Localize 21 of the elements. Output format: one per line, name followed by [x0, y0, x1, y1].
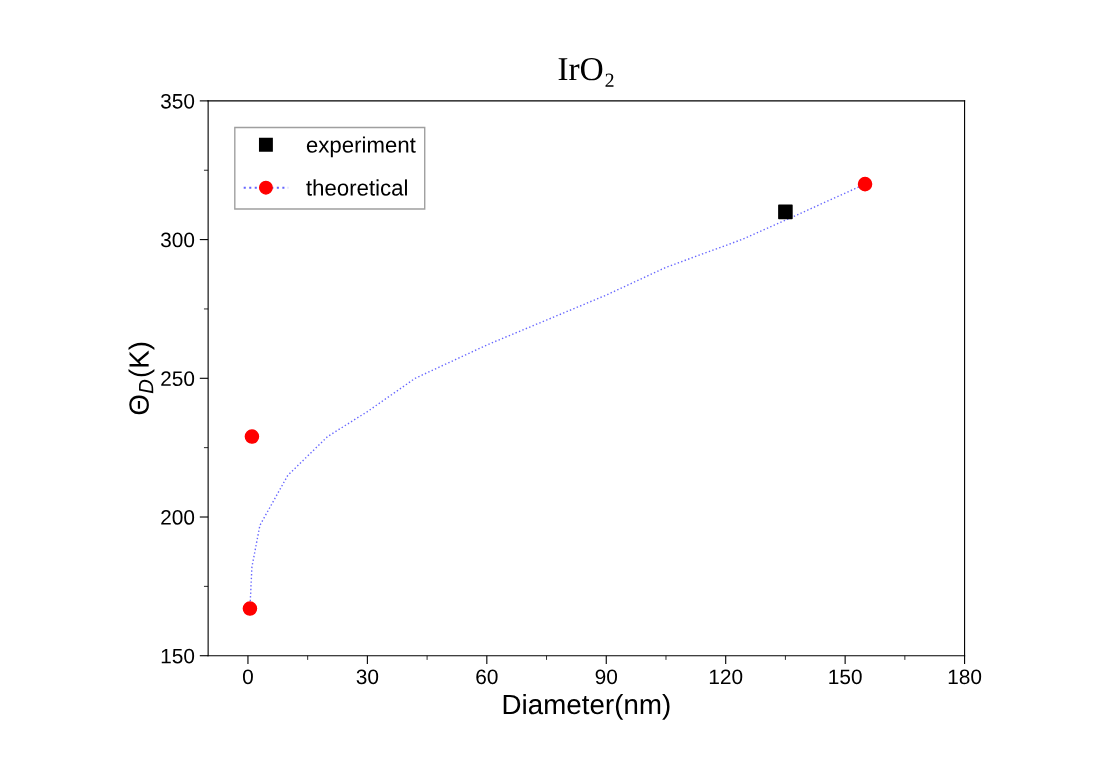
x-tick-label: 180 [948, 669, 982, 685]
x-tick-label: 60 [476, 669, 498, 685]
legend-label: experiment [306, 136, 416, 158]
point [778, 204, 793, 220]
y-tick-label: 150 [161, 648, 195, 664]
y-tick-label: 200 [161, 510, 195, 525]
point [244, 429, 260, 444]
y-tick-label: 300 [160, 232, 195, 248]
x-tick-label: 150 [829, 669, 862, 685]
x-tick-label: 90 [595, 669, 618, 685]
x-tick-label: 30 [356, 669, 379, 685]
point [857, 176, 873, 192]
x-tick-label: 0 [242, 669, 253, 685]
x-tick-label: 120 [709, 669, 743, 685]
legend-label: theoretical [306, 179, 407, 196]
chart-title: IrO₂ [558, 57, 614, 87]
y-axis-title: Θ$_{D}$(K) [128, 342, 155, 415]
y-tick-label: 350 [160, 93, 195, 109]
point [242, 601, 258, 616]
y-tick-label: 250 [161, 371, 195, 387]
x-axis-title: Diameter(nm) [503, 693, 670, 720]
